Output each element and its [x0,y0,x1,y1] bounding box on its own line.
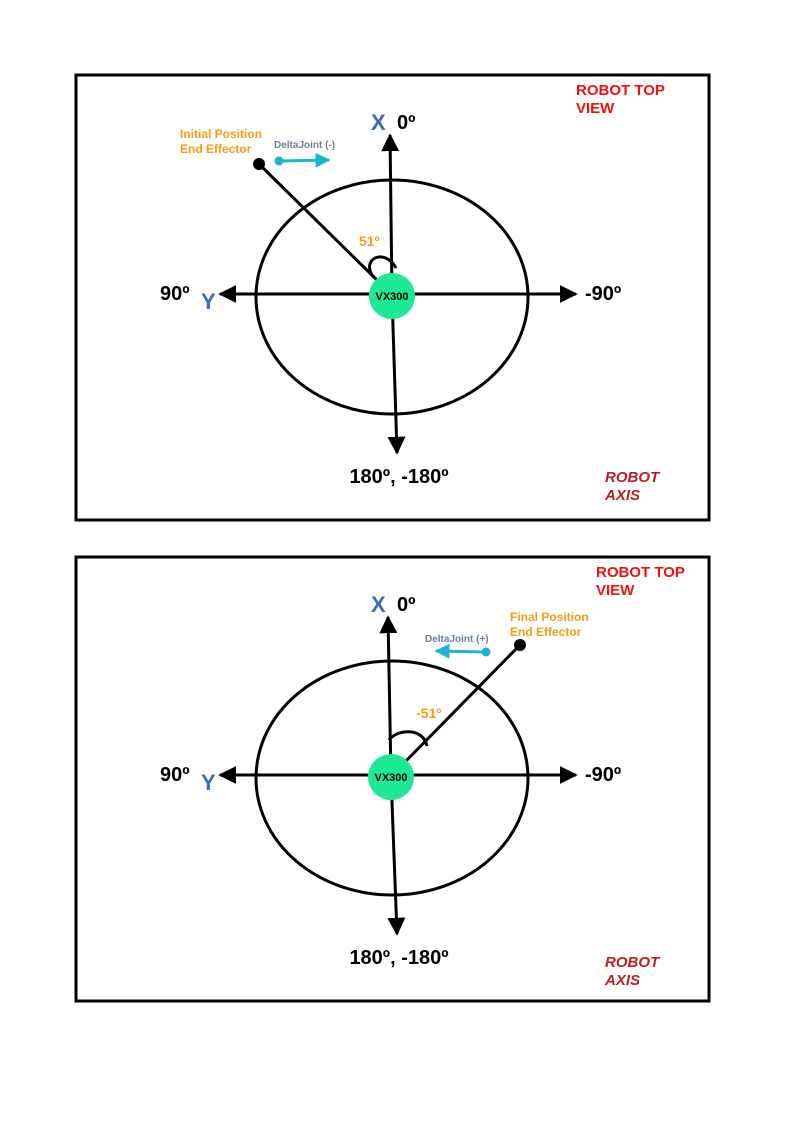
x-axis-arrow [381,133,400,296]
y-axis-letter: Y [201,289,216,314]
effector-label-line1: Final Position [510,610,589,624]
effector-label-line2: End Effector [510,625,582,639]
delta-joint-label: DeltaJoint (+) [425,634,489,645]
robot-base-label: VX300 [375,291,408,303]
panel-final: ROBOT TOP VIEW VX300 X 0º 90º Y -90º 180… [74,555,711,1003]
x-axis-label: 0º [397,594,415,616]
panel-initial: ROBOT TOP VIEW VX300 X 0º 90º Y -90º 180… [74,73,711,522]
axis-caption-line2: AXIS [604,487,640,504]
workspace-ellipse [254,659,530,897]
panel-title-line1: ROBOT TOP [596,564,685,581]
effector-label-line2: End Effector [180,142,252,156]
x-axis-letter: X [371,110,386,135]
delta-joint-arrow [434,643,486,659]
end-effector-point [253,158,265,170]
angle-label: -51º [416,705,441,721]
angle-label: 51º [359,233,380,249]
axis-caption-line1: ROBOT [605,954,661,971]
right-label: -90º [585,283,621,305]
panel-title-line2: VIEW [576,100,615,117]
delta-joint-dot [481,647,491,657]
robot-base [368,754,414,800]
panel-title-line2: VIEW [596,582,635,599]
panel-frame [74,555,711,1003]
negative-x-axis-arrow [387,294,406,455]
negative-x-axis-arrow [387,775,406,936]
y-axis-letter: Y [201,770,216,795]
right-label: -90º [585,764,621,786]
x-axis-letter: X [371,592,386,617]
robot-base [369,273,415,319]
panel-title-line1: ROBOT TOP [576,82,665,99]
x-axis-label: 0º [397,112,415,134]
robot-base-label: VX300 [374,772,407,784]
end-effector-link [258,163,382,285]
angle-arc [368,255,398,276]
axis-caption-line1: ROBOT [605,469,661,486]
end-effector-link [401,644,521,766]
angle-arc [387,730,429,747]
bottom-label: 180º, -180º [349,466,448,488]
x-axis-arrow [379,615,398,777]
effector-label-line1: Initial Position [180,127,262,141]
left-label: 90º [160,283,190,305]
delta-joint-dot [274,156,284,166]
end-effector-point [514,639,526,651]
bottom-label: 180º, -180º [349,947,448,969]
panel-frame [74,73,711,522]
delta-joint-label: DeltaJoint (-) [274,140,335,151]
axis-caption-line2: AXIS [604,972,640,989]
delta-joint-arrow [279,152,331,168]
left-label: 90º [160,764,190,786]
